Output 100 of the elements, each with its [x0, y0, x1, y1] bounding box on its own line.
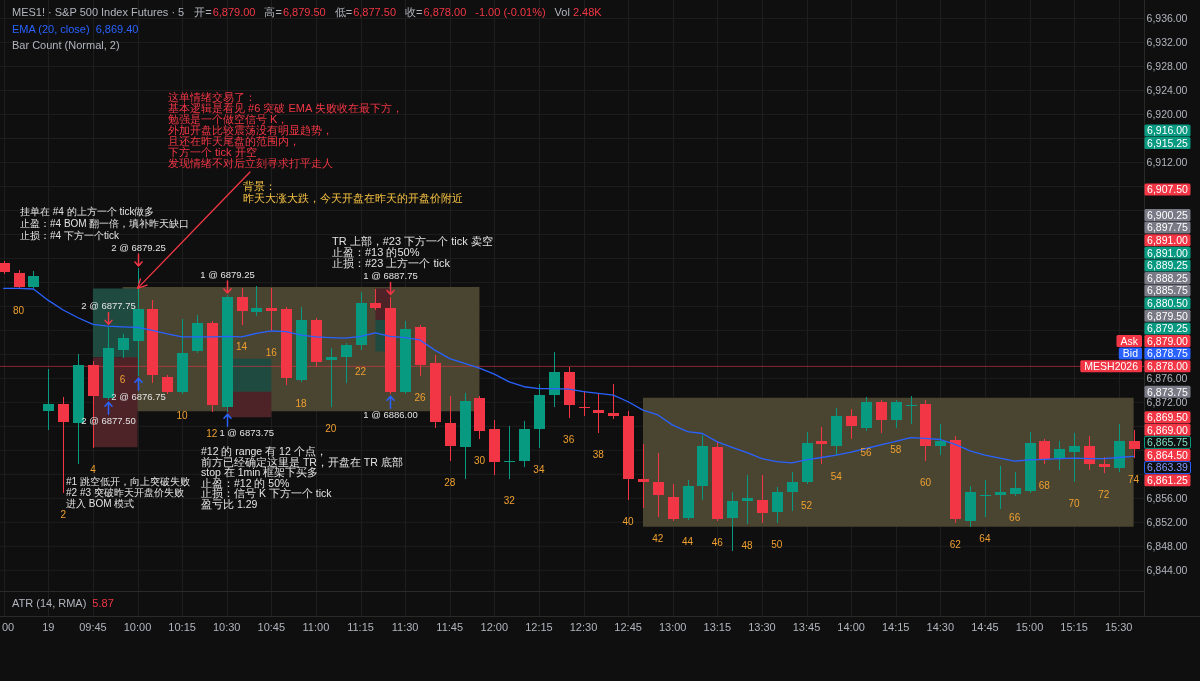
text: 5.87 — [92, 597, 114, 609]
annotation: 6,879.00 — [212, 6, 256, 18]
price-tag: 6,891.00 — [1144, 234, 1191, 247]
text: 42 — [652, 532, 664, 544]
text: 6 — [119, 373, 126, 385]
text: 20 — [325, 423, 337, 435]
price-label: Ask — [1116, 334, 1142, 347]
y-tick-label: 6,932.00 — [1146, 36, 1188, 49]
x-tick-label: 10:30 — [212, 621, 241, 633]
text: 56 — [860, 447, 872, 459]
x-tick-label: 12:15 — [525, 621, 553, 633]
x-tick-label: 13:15 — [703, 621, 732, 633]
annotation: 6,877.50 — [353, 6, 397, 18]
y-tick-label: 6,920.00 — [1146, 108, 1188, 121]
y-tick-label: 6,848.00 — [1146, 539, 1188, 552]
text: 44 — [682, 535, 694, 547]
text: 48 — [741, 540, 753, 552]
annotation: 2.48K — [572, 6, 603, 18]
annotation: #2 #3 突破昨天开盘价失败 — [66, 487, 184, 498]
text: 40 — [622, 516, 634, 528]
x-tick-label: 15:15 — [1060, 621, 1088, 633]
annotation: 1 @ 6879.25 — [200, 268, 255, 280]
annotation: 止盈：#13 的50% — [332, 246, 420, 258]
text: 2 — [60, 508, 66, 520]
text: 10 — [176, 409, 188, 421]
annotation: 1 @ 6873.75 — [219, 427, 274, 439]
annotation: 止盈：#4 BOM 翻一倍，填补昨天缺口 — [20, 218, 190, 229]
y-tick-label: 6,928.00 — [1146, 60, 1188, 73]
price-label: MESH2026 — [1080, 360, 1142, 373]
x-tick-label: 11:15 — [347, 621, 374, 633]
x-tick-label: 14:45 — [971, 621, 999, 633]
x-tick-label: 10:15 — [168, 621, 196, 633]
x-tick-label: 14:30 — [926, 621, 955, 633]
text: 58 — [890, 444, 902, 456]
annotation: 进入 BOM 模式 — [66, 498, 135, 509]
annotation: Bid — [1122, 347, 1139, 360]
price-tag: 6,880.50 — [1144, 297, 1191, 310]
text: 54 — [830, 471, 842, 483]
text: 74 — [1128, 474, 1140, 486]
text: 30 — [473, 454, 486, 466]
text: 50 — [771, 538, 783, 550]
annotation: -1.00 (-0.01%) — [475, 6, 546, 18]
text: 46 — [711, 537, 723, 549]
text: 66 — [1009, 511, 1021, 523]
x-tick-label: 00 — [2, 621, 15, 633]
y-tick-label: 6,912.00 — [1146, 156, 1188, 169]
text: 26 — [414, 391, 426, 403]
x-tick-label: 12:45 — [614, 621, 642, 633]
price-tag: 6,900.25 — [1144, 208, 1191, 221]
y-tick-label: 6,852.00 — [1146, 515, 1188, 528]
text: 60 — [919, 477, 932, 489]
text: 34 — [533, 463, 545, 475]
x-tick-label: 15:00 — [1015, 621, 1044, 633]
price-tag: 6,878.00 — [1144, 360, 1191, 373]
annotation: TR 上部，#23 下方一个 tick 卖空 — [332, 235, 493, 247]
x-tick-label: 14:15 — [881, 621, 910, 633]
annotation: 6,869.40 — [95, 23, 139, 35]
y-tick-label: 6,872.00 — [1146, 396, 1188, 409]
y-tick-label: 6,924.00 — [1146, 84, 1188, 97]
price-tag: 6,907.50 — [1144, 183, 1191, 196]
text: 18 — [295, 397, 307, 409]
price-tag: 6,864.50 — [1144, 448, 1191, 461]
text: MES1! · S&P 500 Index Futures · 5 — [12, 6, 185, 18]
y-tick-label: 6,876.00 — [1146, 372, 1188, 385]
x-tick-label: 13:30 — [748, 621, 776, 633]
annotation: 发现情绪不对后立刻寻求打平走人 — [168, 157, 333, 169]
text: 16 — [265, 346, 277, 358]
annotation: Bar Count (Normal, 2) — [12, 39, 120, 51]
text: 14 — [236, 340, 248, 352]
annotation: 且还在昨天尾盘的范围内， — [168, 135, 300, 147]
price-tag: 6,889.25 — [1144, 259, 1191, 272]
x-tick-label: 19 — [42, 621, 55, 633]
annotation: 背景： — [243, 180, 276, 192]
annotation: 1 @ 6886.00 — [363, 409, 418, 421]
annotation: 2 @ 6876.75 — [111, 391, 166, 403]
annotation: 这单情绪交易了： — [168, 91, 256, 103]
text: 38 — [592, 448, 604, 460]
annotation: 下方一个 tick 开空 — [168, 146, 257, 158]
annotation: 昨天大涨大跌，今天开盘在昨天的开盘价附近 — [243, 192, 463, 204]
text: 70 — [1068, 498, 1080, 510]
text: 12 — [206, 427, 218, 439]
annotation: 2 @ 6879.25 — [111, 241, 166, 253]
x-tick-label: 14:00 — [837, 621, 865, 633]
annotation: 高= — [264, 6, 282, 18]
text: ATR (14, RMA) — [12, 597, 87, 609]
annotation: 6,879.50 — [282, 6, 326, 18]
price-tag: 6,863.39 — [1144, 461, 1191, 475]
price-tag: 6,879.25 — [1144, 322, 1191, 335]
text: 80 — [13, 305, 25, 316]
x-tick-label: 13:00 — [658, 621, 687, 633]
text: EMA (20, close) — [12, 23, 90, 35]
price-tag: 6,869.50 — [1144, 411, 1191, 424]
x-tick-label: 15:30 — [1104, 621, 1133, 633]
text: 4 — [90, 463, 96, 475]
annotation: 勉强是一个做空信号 K， — [168, 113, 289, 125]
y-tick-label: 6,844.00 — [1146, 563, 1188, 576]
annotation: 6,878.00 — [423, 6, 467, 18]
annotation: 1 @ 6887.75 — [363, 270, 418, 282]
x-tick-label: 09:45 — [79, 621, 107, 633]
x-tick-label: 10:00 — [123, 621, 152, 633]
